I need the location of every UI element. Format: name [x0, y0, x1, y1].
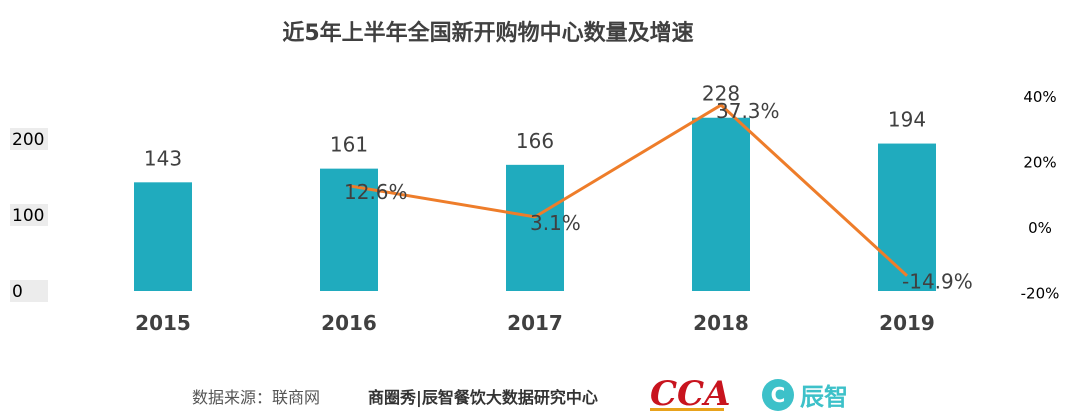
y-axis-right: -20% 0% 20% 40%: [1021, 88, 1060, 302]
bar-value-label: 161: [330, 133, 368, 157]
y-tick-label: 0: [12, 282, 23, 302]
chart: 近5年上半年全国新开购物中心数量及增速 0 100 200 -20% 0% 20% 40%…: [10, 20, 1060, 335]
line-value-label: -14.9%: [902, 270, 973, 294]
bar-value-label: 143: [144, 146, 182, 170]
line-series: [348, 103, 909, 277]
growth-line: [348, 103, 909, 277]
cca-logo-underline: [650, 408, 724, 411]
y2-tick-label: 40%: [1023, 88, 1056, 106]
y-tick-bg: [10, 128, 48, 150]
x-tick-label: 2016: [321, 311, 377, 335]
y-axis-left: 0 100 200: [10, 128, 48, 302]
y-tick-label: 200: [12, 130, 44, 150]
x-tick-label: 2017: [507, 311, 563, 335]
line-value-label: 37.3%: [716, 99, 780, 123]
y2-tick-label: 0%: [1028, 219, 1052, 237]
data-labels: 143 161 166 228 194 12.6% 3.1% 37.3% -14.9%: [144, 82, 973, 294]
y-tick-bg: [10, 204, 48, 226]
bar-value-label: 194: [888, 108, 926, 132]
x-axis: 2015 2016 2017 2018 2019: [135, 311, 935, 335]
chenzhi-logo-text: 辰智: [800, 383, 848, 411]
bar-value-label: 228: [702, 82, 740, 106]
chenzhi-logo: C 辰智: [762, 379, 848, 411]
bar-value-label: 166: [516, 129, 554, 153]
line-value-label: 12.6%: [344, 180, 408, 204]
footer: 数据来源：联商网 商圈秀|辰智餐饮大数据研究中心 CCA C 辰智: [0, 374, 1080, 417]
bar: [506, 164, 564, 291]
y2-tick-label: -20%: [1021, 284, 1060, 302]
cca-logo: CCA: [650, 374, 731, 414]
x-tick-label: 2015: [135, 311, 191, 335]
y2-tick-label: 20%: [1023, 154, 1056, 172]
source-text: 数据来源：联商网: [192, 388, 321, 407]
chenzhi-logo-icon: [762, 379, 794, 411]
svg-text:C: C: [771, 383, 786, 407]
bar: [134, 182, 192, 291]
cca-logo-text: CCA: [650, 374, 731, 414]
chart-title: 近5年上半年全国新开购物中心数量及增速: [282, 20, 693, 46]
x-tick-label: 2019: [879, 311, 935, 335]
x-tick-label: 2018: [693, 311, 749, 335]
y-tick-label: 100: [12, 206, 44, 226]
y-tick-bg: [10, 280, 48, 302]
line-value-label: 3.1%: [530, 211, 581, 235]
bar: [692, 117, 750, 291]
bar: [878, 143, 936, 291]
credit-text: 商圈秀|辰智餐饮大数据研究中心: [368, 388, 598, 407]
